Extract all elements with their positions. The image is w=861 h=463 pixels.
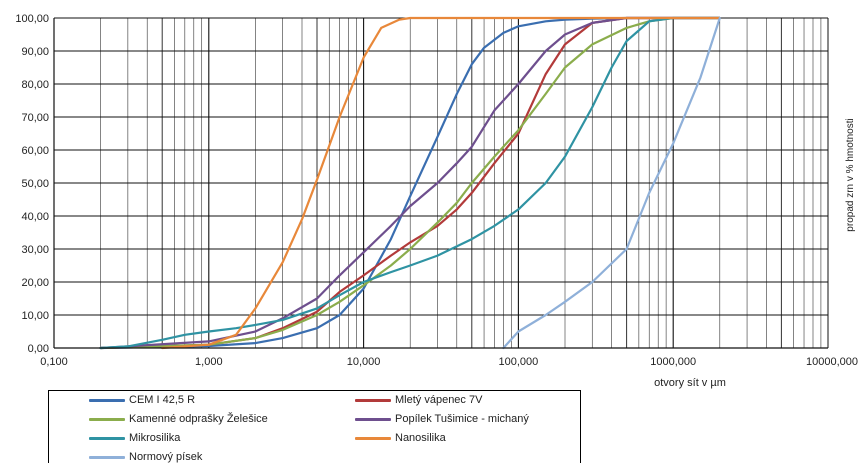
legend-swatch	[89, 455, 125, 459]
x-tick-labels: 0,100 1,000 10,000 100,000 1000,000 10000,000	[40, 356, 858, 368]
x-tick-label: 10000,000	[806, 356, 858, 368]
y-tick-label: 10,00	[21, 310, 49, 322]
legend-label: Mikrosilika	[129, 432, 181, 444]
y-tick-label: 90,00	[21, 46, 49, 58]
y-tick-label: 70,00	[21, 112, 49, 124]
y-axis-label: propad zrn v % hmotnosti	[845, 118, 856, 231]
series-line-1	[99, 16, 721, 350]
x-tick-label: 0,100	[40, 356, 68, 368]
series-line-4	[99, 16, 721, 350]
series-line-3	[99, 16, 721, 350]
y-tick-label: 80,00	[21, 79, 49, 91]
y-tick-label: 60,00	[21, 145, 49, 157]
legend: CEM I 42,5 R Mletý vápenec 7V Kamenné odpr…	[48, 390, 581, 463]
legend-swatch	[89, 436, 125, 440]
legend-swatch	[355, 436, 391, 440]
chart: 0,00 10,00 20,00 30,00 40,00 50,00 60,00 70,00 8…	[15, 13, 858, 389]
x-tick-label: 1000,000	[650, 356, 696, 368]
y-tick-label: 30,00	[21, 244, 49, 256]
legend-label: Kamenné odprašky Želešice	[129, 413, 268, 425]
series-line-2	[99, 16, 721, 350]
x-tick-label: 1,000	[195, 356, 223, 368]
series-layer	[99, 16, 721, 350]
grid-major	[54, 17, 828, 348]
legend-item: Normový písek	[89, 451, 202, 463]
legend-label: CEM I 42,5 R	[129, 394, 196, 406]
legend-item: Kamenné odprašky Želešice	[89, 413, 268, 425]
series-line-6	[502, 16, 721, 350]
legend-item: Mikrosilika	[89, 432, 180, 444]
legend-item: Mletý vápenec 7V	[355, 394, 482, 406]
x-tick-label: 100,000	[499, 356, 539, 368]
legend-item: CEM I 42,5 R	[89, 394, 195, 406]
y-tick-label: 40,00	[21, 211, 49, 223]
legend-swatch	[355, 417, 391, 421]
legend-label: Popílek Tušimice - michaný	[395, 413, 529, 425]
y-tick-label: 50,00	[21, 178, 49, 190]
axes	[53, 18, 829, 349]
legend-label: Nanosilika	[395, 432, 446, 444]
x-axis-label: otvory sít v µm	[654, 377, 726, 389]
legend-swatch	[89, 417, 125, 421]
legend-item: Popílek Tušimice - michaný	[355, 413, 529, 425]
legend-swatch	[355, 398, 391, 402]
y-tick-label: 20,00	[21, 277, 49, 289]
legend-swatch	[89, 398, 125, 402]
legend-item: Nanosilika	[355, 432, 446, 444]
legend-label: Normový písek	[129, 451, 203, 463]
legend-label: Mletý vápenec 7V	[395, 394, 483, 406]
series-line-5	[161, 16, 721, 350]
y-tick-label: 0,00	[28, 343, 49, 355]
x-tick-label: 10,000	[347, 356, 381, 368]
y-tick-labels: 0,00 10,00 20,00 30,00 40,00 50,00 60,00 70,00 8…	[15, 13, 49, 355]
y-tick-label: 100,00	[15, 13, 49, 25]
